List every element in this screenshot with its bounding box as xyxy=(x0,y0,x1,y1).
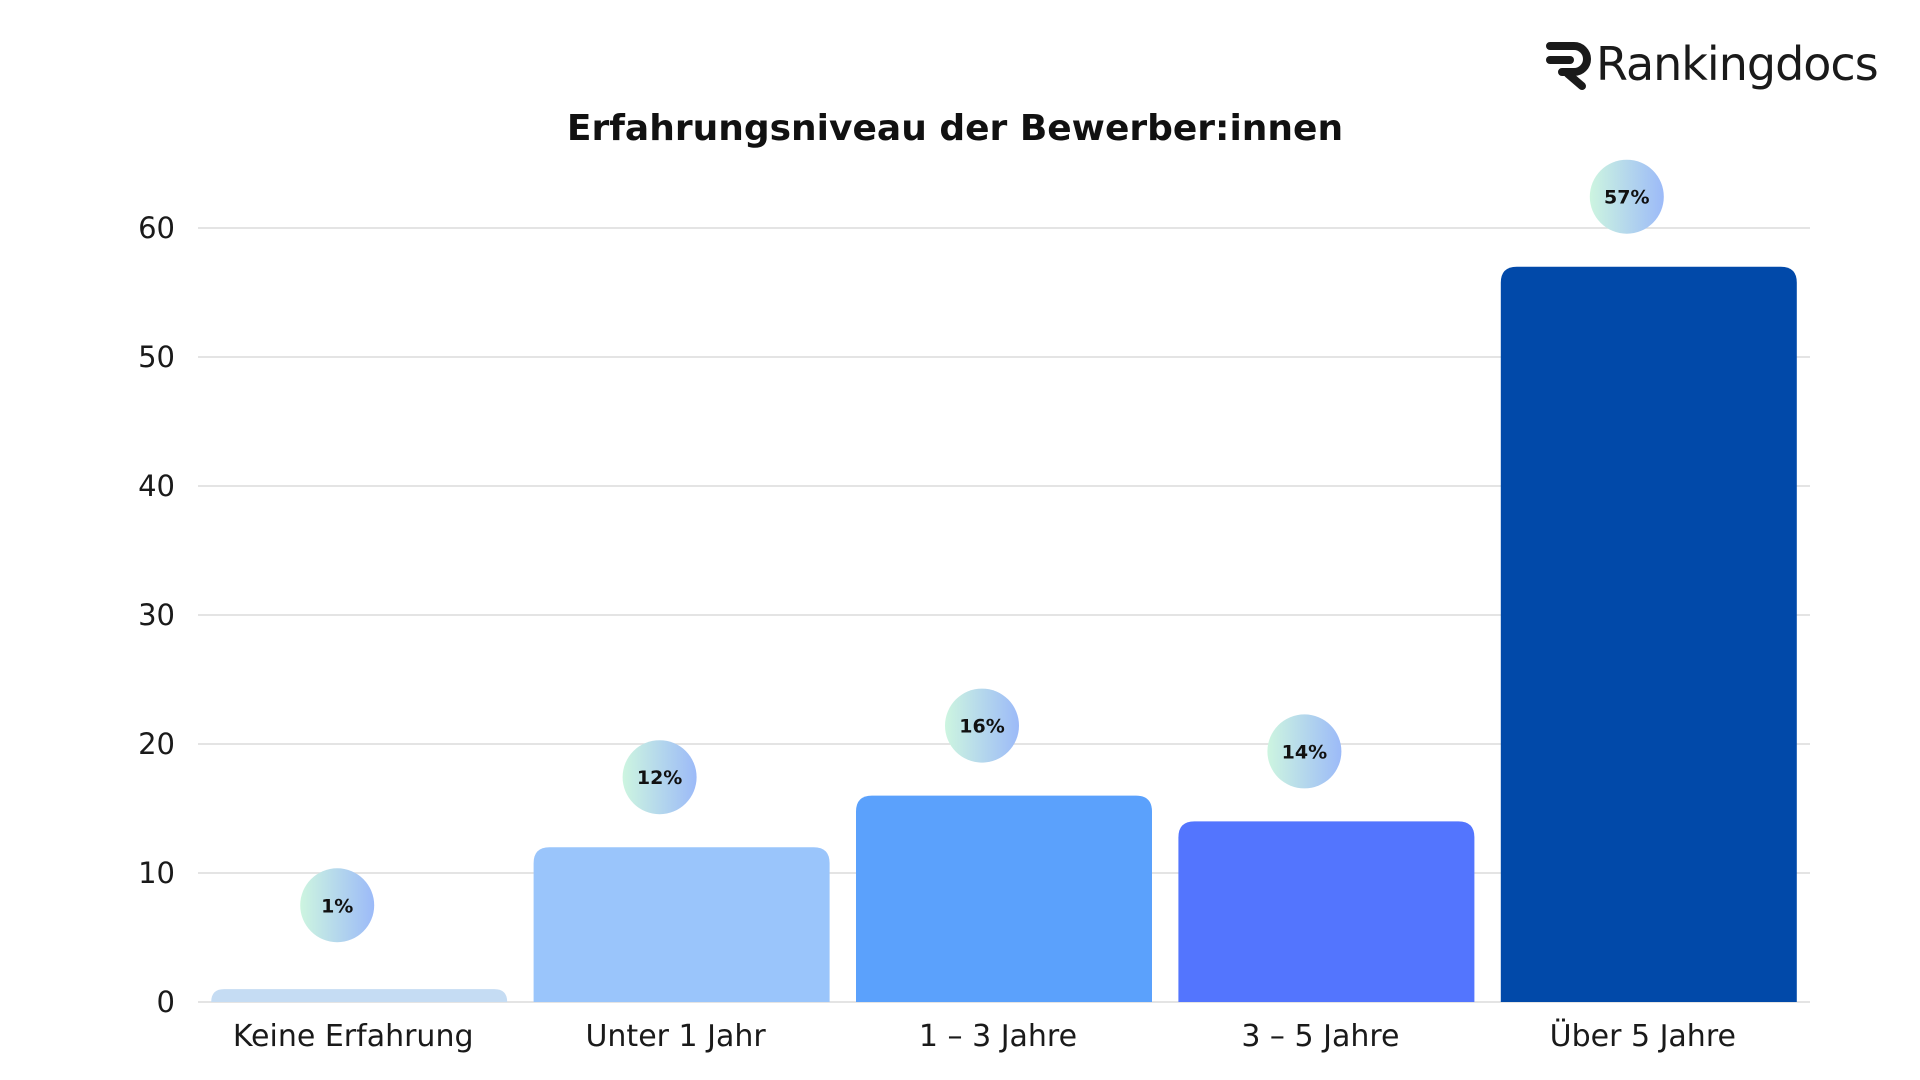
bar-2 xyxy=(856,795,1152,1002)
x-tick-label: Unter 1 Jahr xyxy=(585,1019,766,1054)
chart-title: Erfahrungsniveau der Bewerber:innen xyxy=(567,108,1343,149)
badge-circle xyxy=(1267,714,1342,789)
y-tick-label: 30 xyxy=(138,598,175,632)
badge-circle xyxy=(945,688,1019,763)
badge-circle xyxy=(1589,159,1664,234)
data-labels: 1% 12% 16% 14% 57% xyxy=(300,159,1664,943)
badge-circle xyxy=(300,868,375,943)
data-label-badge: 14% xyxy=(1267,714,1342,789)
y-axis-ticks: 0 10 20 30 40 50 60 xyxy=(138,211,175,1019)
x-tick-label: Keine Erfahrung xyxy=(233,1019,474,1054)
y-tick-label: 20 xyxy=(138,727,175,761)
y-tick-label: 50 xyxy=(138,340,175,374)
x-tick-label: 1 – 3 Jahre xyxy=(919,1019,1077,1054)
data-label-badge: 12% xyxy=(622,740,697,815)
data-label: 14% xyxy=(1282,741,1327,763)
brand-name: Rankingdocs xyxy=(1596,37,1878,91)
badge-circle xyxy=(622,740,697,815)
bar-4 xyxy=(1500,266,1797,1002)
brand-logo: Rankingdocs xyxy=(1546,37,1879,91)
y-tick-label: 0 xyxy=(157,985,175,1019)
rankingdocs-r-logo-icon xyxy=(1546,42,1591,90)
y-tick-label: 10 xyxy=(138,856,175,890)
data-label: 16% xyxy=(959,716,1004,738)
data-label: 57% xyxy=(1604,187,1649,209)
data-label-badge: 57% xyxy=(1589,159,1664,234)
data-label-badge: 1% xyxy=(300,868,375,943)
x-tick-label: 3 – 5 Jahre xyxy=(1241,1019,1399,1054)
y-tick-label: 60 xyxy=(138,211,175,245)
x-tick-label: Über 5 Jahre xyxy=(1550,1018,1736,1054)
data-label: 12% xyxy=(637,767,682,789)
bar-3 xyxy=(1178,821,1475,1002)
data-label: 1% xyxy=(321,895,353,917)
bar-0 xyxy=(211,989,508,1002)
y-tick-label: 40 xyxy=(138,469,175,503)
x-axis-labels: Keine Erfahrung Unter 1 Jahr 1 – 3 Jahre 3 … xyxy=(233,1018,1736,1054)
bar-1 xyxy=(533,847,830,1002)
data-label-badge: 16% xyxy=(945,688,1019,763)
bars xyxy=(211,266,1797,1002)
